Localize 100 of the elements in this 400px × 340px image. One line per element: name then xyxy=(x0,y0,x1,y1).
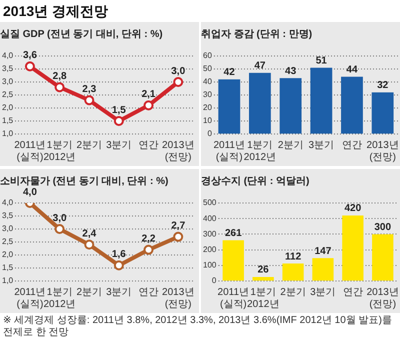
x-tick-label: 1분기 2012년 xyxy=(43,286,76,310)
x-tick-label: 2011년 (실적) xyxy=(213,140,245,163)
y-tick-label: 3,0 xyxy=(2,224,14,234)
data-label: 112 xyxy=(284,251,302,262)
x-tick-label: 3분기 xyxy=(310,286,336,298)
y-tick-label: 100 xyxy=(202,260,217,270)
y-tick-label: 1,5 xyxy=(2,116,14,126)
bar xyxy=(372,92,394,134)
x-tick-label: 2013년 (전망) xyxy=(162,286,194,310)
data-label: 3,0 xyxy=(171,66,186,77)
y-tick-label: 2,0 xyxy=(2,103,14,112)
x-tick-label: 3분기 xyxy=(106,286,132,298)
point xyxy=(114,116,124,126)
point xyxy=(173,77,184,87)
y-tick-label: 4,0 xyxy=(2,51,14,60)
x-tick-label: 2분기 xyxy=(76,286,102,298)
x-tick-label: 연간 xyxy=(342,286,363,298)
data-label: 3,0 xyxy=(52,212,67,224)
point xyxy=(144,244,154,255)
bar xyxy=(372,234,394,281)
x-tick-label: 2분기 xyxy=(76,140,102,151)
data-label: 2,4 xyxy=(82,228,97,240)
chart-title: 소비자물가 (전년 동기 대비, 단위 : %) xyxy=(0,176,168,187)
data-label: 4,0 xyxy=(22,186,38,198)
y-tick-label: 20 xyxy=(202,103,212,112)
point xyxy=(84,240,94,250)
x-tick-label: 1분기 2012년 xyxy=(244,140,276,163)
bar xyxy=(310,68,332,134)
y-tick-label: 400 xyxy=(202,214,217,223)
bar xyxy=(222,240,244,281)
point xyxy=(54,224,65,234)
text: ※ 세계경제 성장률: 2011년 3.8%, 2012년 3.3%, 2013년 3.6%(IMF 2012년 10월 발표)를 전제로 한 전망 xyxy=(2,314,393,340)
x-tick-label: 3분기 xyxy=(106,140,132,151)
bar xyxy=(252,276,274,281)
data-label: 43 xyxy=(285,66,297,77)
data-label: 2,3 xyxy=(82,84,97,95)
data-label: 1,6 xyxy=(112,249,126,260)
y-tick-label: 3,5 xyxy=(2,211,14,220)
x-tick-label: 2분기 xyxy=(280,286,306,298)
chart-title: 실질 GDP (전년 동기 대비, 단위 : %) xyxy=(0,28,163,40)
data-label: 32 xyxy=(377,80,389,92)
chart-title: 취업자 증감 (단위 : 만명) xyxy=(201,28,312,40)
x-tick-label: 2분기 xyxy=(278,140,304,151)
point xyxy=(173,232,184,242)
x-tick-label: 2013년 (전망) xyxy=(366,140,399,163)
data-label: 42 xyxy=(224,67,236,78)
data-label: 1,5 xyxy=(112,104,126,116)
data-label: 44 xyxy=(346,64,358,76)
bar xyxy=(282,264,304,281)
point xyxy=(24,61,35,72)
x-tick-label: 연간 xyxy=(342,140,362,151)
x-tick-label: 2013년 (전망) xyxy=(366,286,399,310)
chart-title: 경상수지 (단위 : 억달러) xyxy=(201,176,310,187)
y-tick-label: 60 xyxy=(202,51,212,60)
y-tick-label: 300 xyxy=(202,229,217,238)
bar xyxy=(218,79,240,134)
point xyxy=(84,95,94,106)
data-label: 300 xyxy=(374,222,392,233)
x-tick-label: 1분기 2012년 xyxy=(247,286,280,310)
data-label: 2,7 xyxy=(171,220,186,232)
x-tick-label: 1분기 2012년 xyxy=(43,140,76,163)
point xyxy=(54,82,65,92)
y-tick-label: 0 xyxy=(212,276,217,286)
data-label: 26 xyxy=(258,264,270,276)
data-label: 51 xyxy=(316,55,328,66)
y-tick-label: 1,5 xyxy=(2,263,14,272)
data-label: 2,1 xyxy=(142,89,156,100)
data-label: 261 xyxy=(224,228,242,240)
y-tick-label: 200 xyxy=(202,245,217,254)
x-tick-label: 3분기 xyxy=(308,140,334,151)
y-tick-label: 3,5 xyxy=(2,64,14,74)
y-tick-label: 0 xyxy=(207,129,212,138)
x-tick-label: 연간 xyxy=(138,286,159,298)
y-tick-label: 2,5 xyxy=(2,90,14,100)
point xyxy=(114,260,124,270)
y-tick-label: 500 xyxy=(202,198,217,208)
bar xyxy=(280,78,302,134)
point xyxy=(144,100,154,110)
data-label: 3,6 xyxy=(22,50,38,62)
y-tick-label: 3,0 xyxy=(2,77,14,86)
y-tick-label: 50 xyxy=(202,64,212,74)
x-tick-label: 2013년 (전망) xyxy=(162,140,194,163)
data-label: 420 xyxy=(344,203,362,214)
y-tick-label: 2,5 xyxy=(2,237,14,246)
bar xyxy=(341,76,363,134)
bar xyxy=(248,72,271,134)
y-tick-label: 30 xyxy=(202,90,212,100)
y-tick-label: 10 xyxy=(202,116,212,126)
y-tick-label: 4,0 xyxy=(2,198,14,208)
y-tick-label: 1,0 xyxy=(2,276,14,286)
y-tick-label: 40 xyxy=(202,77,212,86)
y-tick-label: 1,0 xyxy=(2,129,14,138)
bar xyxy=(342,215,364,281)
bar xyxy=(312,258,334,281)
data-label: 2,8 xyxy=(52,70,67,82)
y-tick-label: 2,0 xyxy=(2,250,14,260)
data-label: 147 xyxy=(314,246,332,257)
x-tick-label: 연간 xyxy=(138,140,159,151)
data-label: 47 xyxy=(254,60,266,72)
data-label: 2,2 xyxy=(142,234,156,245)
